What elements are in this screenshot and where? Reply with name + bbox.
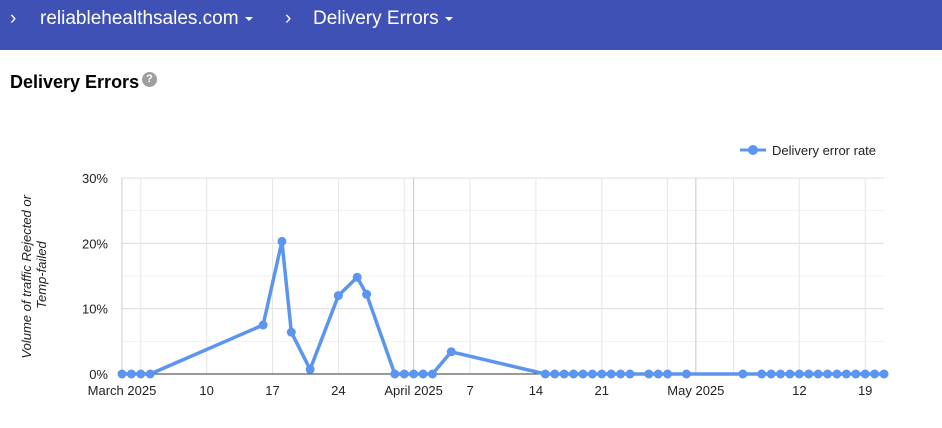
data-point xyxy=(832,369,842,379)
x-tick-label: April 2025 xyxy=(384,383,443,398)
data-point xyxy=(569,369,579,379)
data-point xyxy=(785,369,795,379)
x-tick-label: 10 xyxy=(199,383,213,398)
chevron-right-icon: › xyxy=(285,8,292,29)
data-point xyxy=(446,347,456,357)
x-tick-label: 21 xyxy=(595,383,609,398)
data-point xyxy=(870,369,880,379)
data-point xyxy=(776,369,786,379)
data-point xyxy=(794,369,804,379)
y-tick-label: 10% xyxy=(82,302,108,317)
data-point xyxy=(305,364,315,374)
data-point xyxy=(559,369,569,379)
data-point xyxy=(804,369,814,379)
y-axis-label: Volume of traffic Rejected or Temp-faile… xyxy=(19,191,49,358)
data-point xyxy=(813,369,823,379)
data-point xyxy=(126,369,136,379)
data-point xyxy=(352,272,362,282)
chevron-right-icon: › xyxy=(10,8,17,29)
data-point xyxy=(578,369,588,379)
data-point xyxy=(606,369,616,379)
help-icon[interactable]: ? xyxy=(142,72,157,87)
data-point xyxy=(681,369,691,379)
y-tick-label: 20% xyxy=(82,236,108,251)
data-point xyxy=(550,369,560,379)
x-tick-label: 12 xyxy=(792,383,806,398)
data-point xyxy=(879,369,889,379)
data-point xyxy=(644,369,654,379)
data-point xyxy=(851,369,861,379)
page-title: Delivery Errors xyxy=(10,72,140,92)
data-point xyxy=(625,369,635,379)
domain-label: reliablehealthsales.com xyxy=(40,8,239,29)
data-point xyxy=(653,369,663,379)
legend-marker xyxy=(748,145,758,155)
caret-down-icon xyxy=(244,16,253,21)
top-bar: › reliablehealthsales.com › Delivery Err… xyxy=(0,0,942,50)
data-point xyxy=(258,320,268,330)
data-point xyxy=(286,327,296,337)
series-line xyxy=(122,239,884,376)
data-point xyxy=(841,369,851,379)
data-point xyxy=(860,369,870,379)
page-selector[interactable]: Delivery Errors xyxy=(313,8,453,30)
data-point xyxy=(757,369,767,379)
data-point xyxy=(597,369,607,379)
data-point xyxy=(390,369,400,379)
data-point xyxy=(145,369,155,379)
data-point xyxy=(427,369,437,379)
data-point xyxy=(409,369,419,379)
data-point xyxy=(663,369,673,379)
x-tick-label: 14 xyxy=(529,383,543,398)
legend-label: Delivery error rate xyxy=(772,143,876,158)
y-tick-label: 0% xyxy=(89,367,108,382)
data-point xyxy=(587,369,597,379)
data-point xyxy=(277,236,287,246)
data-point xyxy=(117,369,127,379)
data-point xyxy=(362,289,372,299)
data-point xyxy=(616,369,626,379)
domain-selector[interactable]: reliablehealthsales.com xyxy=(40,8,253,30)
legend[interactable]: Delivery error rate xyxy=(740,143,876,158)
data-point xyxy=(738,369,748,379)
data-point xyxy=(399,369,409,379)
x-tick-label: 24 xyxy=(331,383,345,398)
data-point xyxy=(418,369,428,379)
caret-down-icon xyxy=(444,16,453,21)
data-point xyxy=(766,369,776,379)
data-point xyxy=(540,369,550,379)
x-tick-label: March 2025 xyxy=(88,383,157,398)
data-point xyxy=(136,369,146,379)
data-point xyxy=(823,369,833,379)
page-label: Delivery Errors xyxy=(313,8,439,29)
data-point xyxy=(333,291,343,301)
x-tick-label: May 2025 xyxy=(667,383,724,398)
x-tick-label: 17 xyxy=(265,383,279,398)
x-tick-label: 19 xyxy=(858,383,872,398)
x-tick-label: 7 xyxy=(466,383,473,398)
y-tick-label: 30% xyxy=(82,171,108,186)
